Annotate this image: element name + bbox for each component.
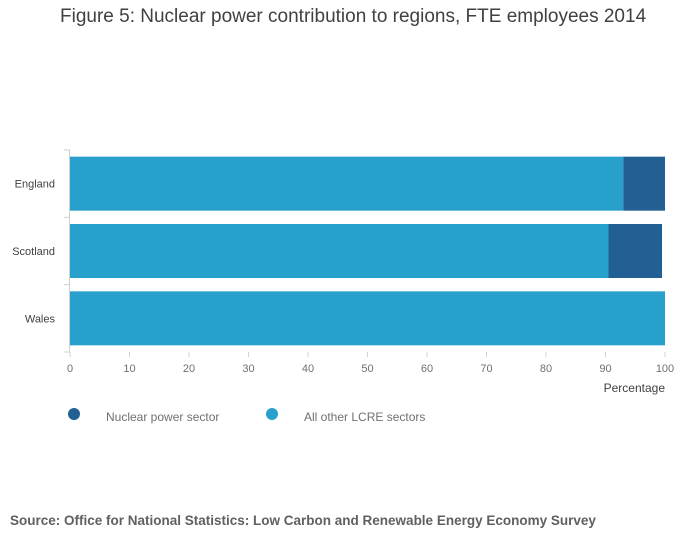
legend-label: Nuclear power sector xyxy=(106,410,219,424)
axes xyxy=(64,149,70,353)
source-note: Source: Office for National Statistics: … xyxy=(10,513,596,528)
bar-england-nuclear xyxy=(623,156,665,211)
x-tick-label: 100 xyxy=(656,363,674,375)
x-tick-label: 40 xyxy=(302,363,314,375)
category-label: England xyxy=(15,179,55,191)
bar-england-other-lcre xyxy=(70,156,624,211)
bar-scotland-nuclear xyxy=(608,224,663,278)
legend-swatch xyxy=(266,408,278,420)
category-labels: England Scotland Wales xyxy=(12,179,55,326)
legend-label: All other LCRE sectors xyxy=(304,410,425,424)
bars xyxy=(70,156,665,346)
legend-swatch xyxy=(68,408,80,420)
x-tick-label: 60 xyxy=(421,363,433,375)
x-tick-label: 30 xyxy=(242,363,254,375)
category-label: Scotland xyxy=(12,246,55,258)
x-tick-label: 50 xyxy=(361,363,373,375)
bar-scotland-other-lcre xyxy=(70,224,609,278)
x-axis-ticks: 0 10 20 30 40 50 60 70 80 90 100 xyxy=(67,352,674,375)
x-tick-label: 90 xyxy=(599,363,611,375)
x-tick-label: 70 xyxy=(480,363,492,375)
x-tick-label: 10 xyxy=(123,363,135,375)
x-axis-title: Percentage xyxy=(604,381,666,395)
x-tick-label: 0 xyxy=(67,363,73,375)
legend: Nuclear power sector All other LCRE secto… xyxy=(68,408,425,424)
bar-wales-other-lcre xyxy=(70,291,665,346)
chart-title: Figure 5: Nuclear power contribution to … xyxy=(60,6,647,27)
category-label: Wales xyxy=(25,313,56,325)
x-tick-label: 20 xyxy=(183,363,195,375)
x-tick-label: 80 xyxy=(540,363,552,375)
